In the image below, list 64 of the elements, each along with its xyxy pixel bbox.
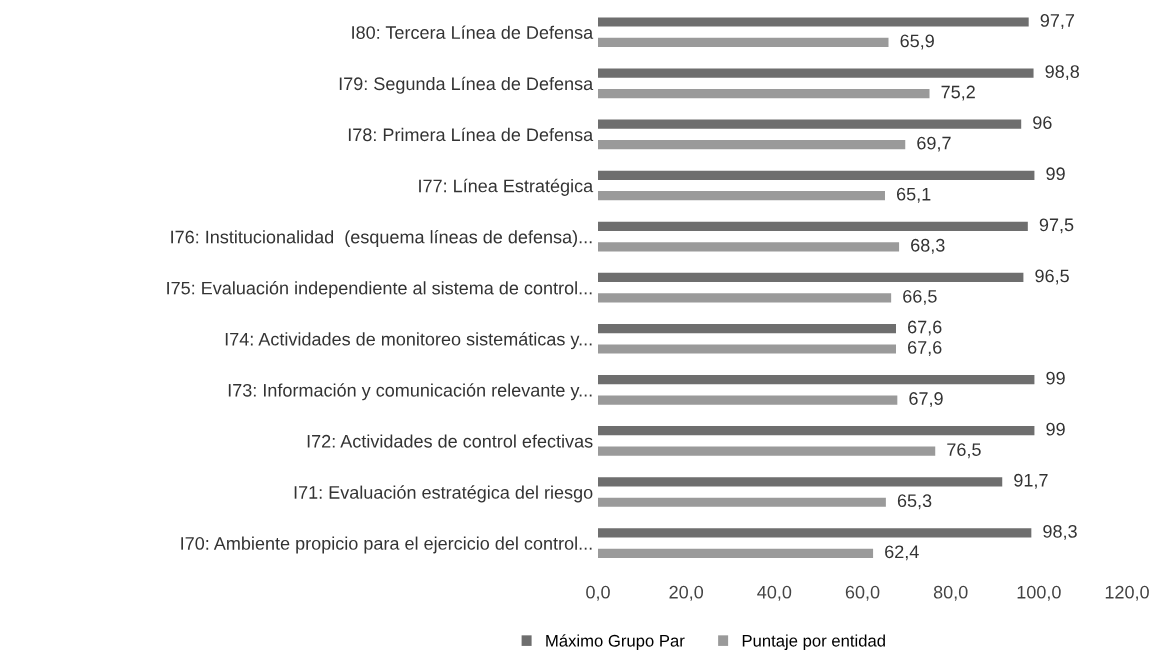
bar	[598, 170, 1035, 180]
x-tick-label: 100,0	[1017, 585, 1061, 601]
y-tick-label: I80: Tercera Línea de Defensa	[352, 25, 594, 39]
data-label: 97,5	[1039, 218, 1074, 234]
bar	[598, 293, 892, 303]
data-label: 67,9	[909, 392, 943, 408]
data-label: 76,5	[947, 443, 981, 459]
data-label: 91,7	[1014, 473, 1048, 489]
y-tick-label: I74: Actividades de monitoreo sistemáticas y...	[225, 332, 592, 350]
bar	[598, 17, 1029, 27]
y-tick-label: I75: Evaluación independiente al sistema de control...	[167, 281, 592, 299]
y-tick-label: I70: Ambiente propicio para el ejercicio del control...	[181, 536, 592, 554]
y-tick-label: I77: Línea Estratégica	[419, 178, 594, 196]
bar	[598, 528, 1032, 538]
data-label: 67,6	[908, 341, 942, 356]
data-label: 99	[1046, 167, 1065, 181]
bar	[598, 375, 1035, 385]
data-label: 75,2	[941, 85, 975, 101]
x-tick-label: 40,0	[757, 585, 792, 601]
data-label: 67,6	[908, 320, 942, 336]
data-label: 96	[1033, 116, 1052, 130]
bar	[598, 446, 936, 456]
y-tick-label: I71: Evaluación estratégica del riesgo	[294, 485, 593, 503]
x-tick-label: 60,0	[845, 585, 880, 601]
bar	[598, 477, 1003, 487]
data-label: 66,5	[903, 289, 937, 305]
data-label: 96,5	[1035, 269, 1069, 285]
y-tick-label: I78: Primera Línea de Defensa	[348, 127, 594, 142]
bar	[598, 344, 896, 354]
bar	[598, 323, 896, 334]
legend-label: Puntaje por entidad	[742, 634, 885, 650]
data-label: 99	[1046, 371, 1065, 385]
data-label: 65,3	[897, 494, 932, 510]
bar	[598, 272, 1024, 283]
y-tick-label: I73: Información y comunicación relevante y...	[228, 383, 592, 401]
bar	[598, 426, 1035, 436]
bar	[598, 119, 1022, 129]
bar	[598, 221, 1028, 231]
legend-label: Máximo Grupo Par	[546, 634, 685, 650]
bar	[598, 548, 874, 558]
x-tick-label: 20,0	[669, 585, 704, 601]
data-label: 68,3	[911, 238, 945, 254]
x-tick-label: 120,0	[1105, 585, 1149, 601]
data-label: 99	[1046, 422, 1065, 436]
bar	[598, 497, 886, 507]
data-label: 98,3	[1043, 524, 1077, 540]
bar	[598, 395, 898, 405]
data-label: 69,7	[917, 136, 951, 152]
bar	[598, 140, 906, 150]
data-label: 97,7	[1040, 14, 1075, 29]
bar	[598, 37, 889, 48]
data-label: 65,9	[900, 34, 934, 50]
x-tick-label: 80,0	[933, 585, 968, 601]
bar	[598, 191, 885, 201]
data-label: 98,8	[1045, 65, 1080, 81]
data-label: 65,1	[897, 187, 931, 203]
data-label: 62,4	[885, 545, 919, 561]
bar	[598, 68, 1034, 78]
x-tick-label: 0,0	[586, 585, 610, 601]
y-tick-label: I72: Actividades de control efectivas	[307, 434, 593, 448]
bar	[598, 88, 930, 99]
bar	[598, 242, 900, 252]
y-tick-label: I79: Segunda Línea de Defensa	[339, 76, 594, 94]
y-tick-label: I76: Institucionalidad (esquema líneas de defensa)...	[171, 229, 592, 247]
